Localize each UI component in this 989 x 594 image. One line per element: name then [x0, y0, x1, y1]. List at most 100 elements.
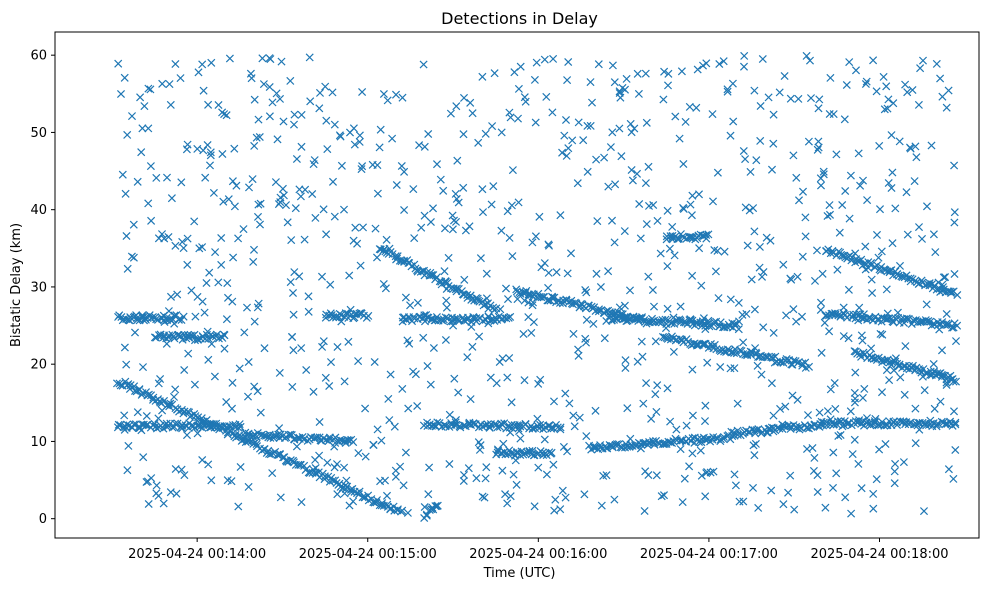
chart-title: Detections in Delay	[441, 9, 598, 28]
data-point-marker	[448, 211, 457, 220]
data-point-marker	[164, 232, 173, 242]
data-point-marker	[520, 296, 529, 305]
data-point-marker	[656, 249, 665, 258]
data-point-marker	[826, 385, 835, 394]
data-point-marker	[390, 422, 399, 431]
data-point-marker	[838, 200, 847, 210]
data-point-marker	[167, 194, 176, 203]
data-point-marker	[836, 430, 845, 440]
data-point-marker	[906, 144, 915, 153]
data-point-marker	[788, 391, 797, 400]
data-point-marker	[204, 100, 213, 109]
data-point-marker	[951, 337, 961, 346]
data-point-marker	[304, 292, 313, 301]
data-point-marker	[283, 218, 292, 227]
x-tick-label: 2025-04-24 00:15:00	[299, 547, 437, 562]
data-point-marker	[127, 112, 137, 121]
data-point-marker	[697, 281, 706, 290]
data-point-marker	[459, 130, 468, 139]
data-point-marker	[833, 265, 842, 274]
data-point-marker	[277, 57, 286, 66]
data-point-marker	[544, 283, 553, 292]
data-point-marker	[686, 200, 695, 209]
data-point-marker	[170, 319, 179, 328]
data-point-marker	[250, 317, 259, 326]
data-point-marker	[702, 59, 711, 68]
data-point-marker	[276, 493, 285, 502]
data-point-marker	[250, 141, 259, 150]
data-point-marker	[740, 51, 749, 60]
data-point-marker	[206, 151, 215, 160]
data-point-marker	[855, 303, 864, 312]
data-point-marker	[556, 423, 565, 432]
data-point-marker	[418, 267, 427, 276]
data-point-marker	[749, 441, 758, 450]
data-point-marker	[139, 453, 148, 462]
data-point-marker	[199, 86, 208, 95]
data-point-marker	[759, 267, 768, 277]
data-point-marker	[798, 252, 807, 261]
data-point-marker	[268, 469, 277, 478]
data-point-marker	[326, 280, 335, 289]
data-point-marker	[209, 188, 218, 197]
data-point-marker	[839, 332, 848, 341]
data-point-marker	[848, 450, 857, 459]
data-point-marker	[926, 416, 935, 425]
data-point-marker	[789, 151, 798, 160]
data-point-marker	[524, 298, 533, 307]
data-point-marker	[685, 462, 694, 471]
data-point-marker	[152, 173, 161, 182]
data-point-marker	[720, 247, 729, 256]
data-point-marker	[817, 348, 826, 357]
data-point-marker	[872, 230, 882, 239]
data-point-marker	[944, 465, 953, 474]
data-point-marker	[804, 137, 813, 146]
data-point-marker	[122, 360, 131, 369]
data-point-marker	[177, 465, 186, 474]
data-point-marker	[779, 260, 788, 269]
data-point-marker	[644, 470, 653, 480]
data-point-marker	[536, 375, 545, 384]
data-point-marker	[667, 319, 676, 328]
data-point-marker	[442, 303, 451, 312]
data-point-marker	[476, 254, 485, 263]
data-point-marker	[503, 207, 512, 216]
data-point-marker	[694, 190, 704, 199]
data-point-marker	[130, 328, 140, 337]
data-point-marker	[823, 211, 832, 221]
data-point-marker	[522, 286, 531, 295]
data-point-marker	[309, 387, 318, 396]
data-point-marker	[505, 108, 514, 117]
data-point-marker	[180, 365, 189, 375]
data-point-marker	[589, 442, 598, 451]
data-point-marker	[435, 419, 444, 428]
data-point-marker	[882, 366, 891, 375]
data-point-marker	[953, 321, 962, 330]
data-point-marker	[319, 337, 328, 346]
data-point-marker	[676, 445, 685, 454]
data-point-marker	[342, 476, 351, 485]
data-point-marker	[322, 116, 331, 125]
data-point-marker	[349, 497, 358, 506]
data-point-marker	[355, 309, 364, 318]
data-point-marker	[723, 87, 732, 96]
plot-area	[54, 31, 980, 539]
data-point-marker	[644, 201, 654, 210]
data-point-marker	[630, 124, 639, 133]
data-point-marker	[214, 278, 223, 287]
data-point-marker	[475, 332, 484, 341]
data-point-marker	[558, 486, 567, 495]
data-point-marker	[556, 425, 565, 434]
data-point-marker	[703, 358, 712, 367]
data-point-marker	[328, 476, 337, 485]
data-point-marker	[798, 187, 808, 196]
data-point-marker	[814, 104, 823, 113]
data-point-marker	[580, 490, 589, 499]
data-point-marker	[376, 125, 385, 134]
data-point-marker	[542, 470, 551, 479]
data-point-marker	[311, 213, 320, 222]
data-point-marker	[681, 117, 690, 126]
data-point-marker	[739, 62, 749, 71]
data-point-marker	[663, 81, 673, 90]
data-point-marker	[764, 93, 773, 102]
